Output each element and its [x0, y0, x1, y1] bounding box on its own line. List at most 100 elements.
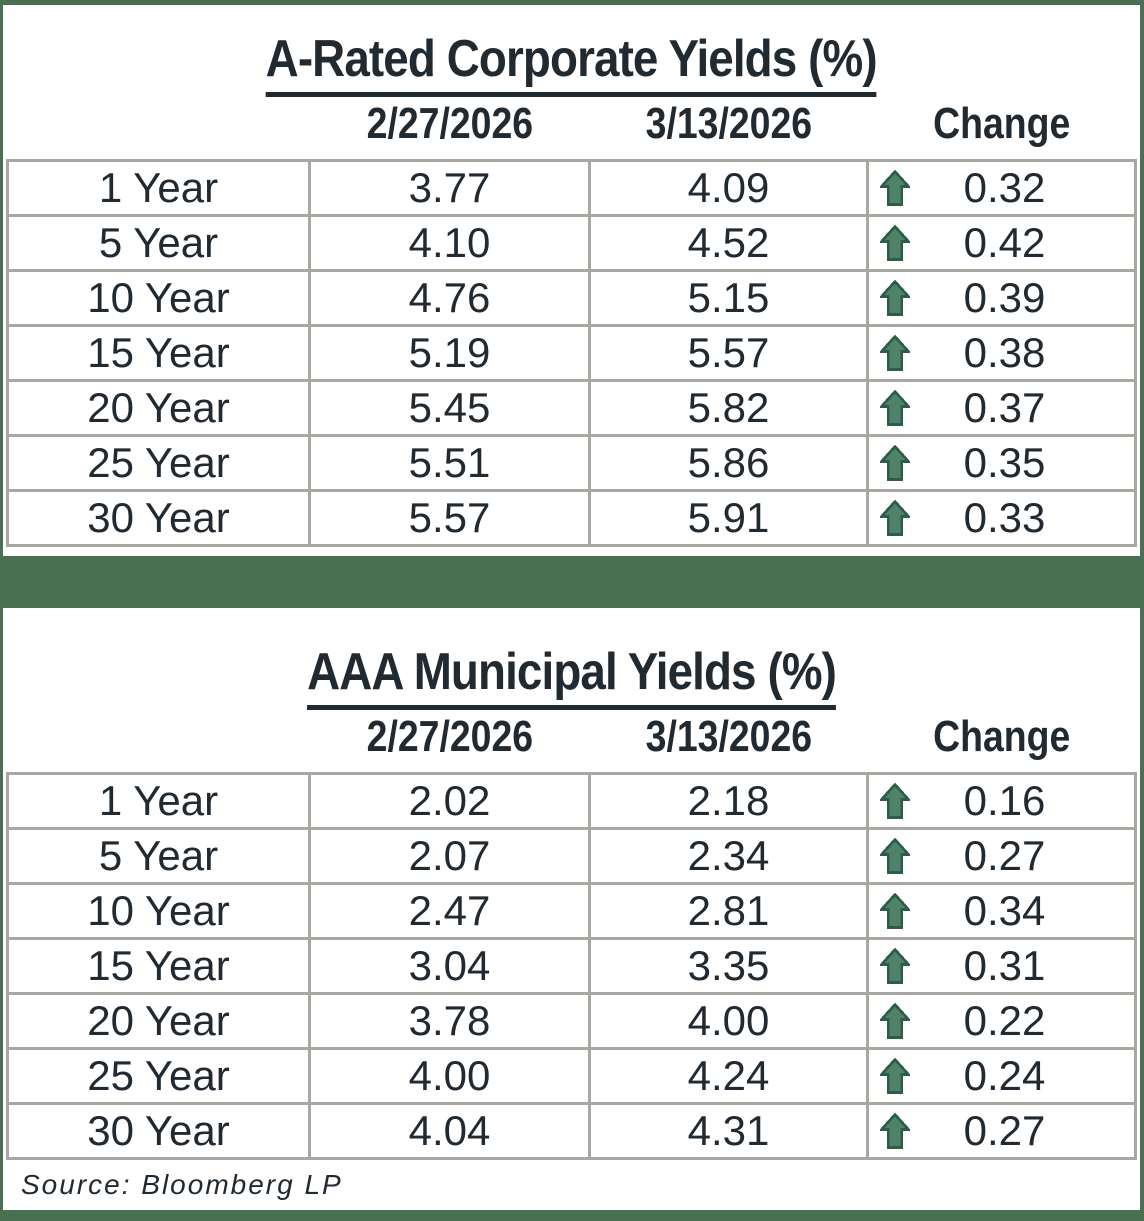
up-arrow-icon: [879, 223, 911, 263]
yield-prior: 4.76: [308, 269, 591, 327]
maturity-label: 10 Year: [6, 882, 311, 940]
change-cell: 0.39: [866, 269, 1137, 327]
yield-current: 5.15: [588, 269, 869, 327]
yield-current: 3.35: [588, 937, 869, 995]
yield-prior: 3.77: [308, 159, 591, 217]
yield-current: 2.81: [588, 882, 869, 940]
maturity-label: 25 Year: [6, 1047, 311, 1105]
maturity-column-spacer: [8, 714, 310, 760]
maturity-label: 30 Year: [6, 489, 311, 547]
up-arrow-icon: [879, 781, 911, 821]
change-cell: 0.22: [866, 992, 1137, 1050]
maturity-label: 15 Year: [6, 937, 311, 995]
maturity-column-spacer: [8, 101, 310, 147]
corporate-yields-table: 1 Year 3.77 4.09 0.32 5 Year 4.10 4.52 0…: [6, 159, 1137, 547]
maturity-label: 1 Year: [6, 159, 311, 217]
change-value: 0.27: [963, 832, 1046, 879]
yield-prior: 2.47: [308, 882, 591, 940]
table-row: 1 Year 3.77 4.09 0.32: [6, 159, 1137, 217]
up-arrow-icon: [879, 836, 911, 876]
column-header-change: Change: [932, 712, 1071, 761]
corporate-title-block: A-Rated Corporate Yields (%): [3, 5, 1140, 97]
municipal-header-row: 2/27/2026 3/13/2026 Change: [8, 710, 1136, 760]
up-arrow-icon: [879, 333, 911, 373]
yield-current: 4.52: [588, 214, 869, 272]
change-value: 0.42: [963, 219, 1046, 266]
change-value: 0.32: [963, 164, 1046, 211]
source-note: Source: Bloomberg LP: [21, 1169, 343, 1200]
change-value: 0.27: [963, 1107, 1046, 1154]
column-header-current-date: 3/13/2026: [645, 712, 812, 761]
yield-current: 5.86: [588, 434, 869, 492]
change-cell: 0.42: [866, 214, 1137, 272]
corporate-header-row: 2/27/2026 3/13/2026 Change: [8, 97, 1136, 147]
change-cell: 0.35: [866, 434, 1137, 492]
maturity-label: 30 Year: [6, 1102, 311, 1160]
column-header-prior-date: 2/27/2026: [366, 712, 533, 761]
change-value: 0.33: [963, 494, 1046, 541]
up-arrow-icon: [879, 946, 911, 986]
table-row: 1 Year 2.02 2.18 0.16: [6, 772, 1137, 830]
maturity-label: 5 Year: [6, 214, 311, 272]
yield-prior: 5.57: [308, 489, 591, 547]
corporate-table-title: A-Rated Corporate Yields (%): [265, 29, 878, 97]
column-header-change: Change: [932, 99, 1071, 148]
yield-prior: 2.02: [308, 772, 591, 830]
up-arrow-icon: [879, 278, 911, 318]
up-arrow-icon: [879, 1111, 911, 1151]
change-cell: 0.33: [866, 489, 1137, 547]
yield-current: 2.34: [588, 827, 869, 885]
up-arrow-icon: [879, 443, 911, 483]
yield-prior: 5.51: [308, 434, 591, 492]
up-arrow-icon: [879, 388, 911, 428]
yield-prior: 5.19: [308, 324, 591, 382]
yield-prior: 3.78: [308, 992, 591, 1050]
up-arrow-icon: [879, 168, 911, 208]
yield-prior: 4.00: [308, 1047, 591, 1105]
table-row: 5 Year 4.10 4.52 0.42: [6, 214, 1137, 272]
change-cell: 0.24: [866, 1047, 1137, 1105]
change-value: 0.22: [963, 997, 1046, 1044]
maturity-label: 5 Year: [6, 827, 311, 885]
table-row: 20 Year 3.78 4.00 0.22: [6, 992, 1137, 1050]
up-arrow-icon: [879, 1056, 911, 1096]
yield-current: 4.24: [588, 1047, 869, 1105]
up-arrow-icon: [879, 498, 911, 538]
table-row: 10 Year 2.47 2.81 0.34: [6, 882, 1137, 940]
table-row: 15 Year 5.19 5.57 0.38: [6, 324, 1137, 382]
change-value: 0.37: [963, 384, 1046, 431]
change-cell: 0.34: [866, 882, 1137, 940]
maturity-label: 10 Year: [6, 269, 311, 327]
change-value: 0.16: [963, 777, 1046, 824]
column-header-current-date: 3/13/2026: [645, 99, 812, 148]
table-row: 25 Year 5.51 5.86 0.35: [6, 434, 1137, 492]
change-value: 0.31: [963, 942, 1046, 989]
change-cell: 0.31: [866, 937, 1137, 995]
yield-prior: 4.04: [308, 1102, 591, 1160]
municipal-title-block: AAA Municipal Yields (%): [3, 608, 1140, 710]
table-row: 20 Year 5.45 5.82 0.37: [6, 379, 1137, 437]
change-cell: 0.37: [866, 379, 1137, 437]
maturity-label: 20 Year: [6, 992, 311, 1050]
change-cell: 0.27: [866, 827, 1137, 885]
table-row: 15 Year 3.04 3.35 0.31: [6, 937, 1137, 995]
up-arrow-icon: [879, 891, 911, 931]
maturity-label: 15 Year: [6, 324, 311, 382]
yield-prior: 2.07: [308, 827, 591, 885]
change-cell: 0.27: [866, 1102, 1137, 1160]
change-value: 0.35: [963, 439, 1046, 486]
table-row: 30 Year 4.04 4.31 0.27: [6, 1102, 1137, 1160]
municipal-yields-panel: AAA Municipal Yields (%) 2/27/2026 3/13/…: [3, 608, 1140, 1210]
change-value: 0.38: [963, 329, 1046, 376]
yield-prior: 4.10: [308, 214, 591, 272]
table-row: 5 Year 2.07 2.34 0.27: [6, 827, 1137, 885]
maturity-label: 25 Year: [6, 434, 311, 492]
yield-prior: 5.45: [308, 379, 591, 437]
maturity-label: 1 Year: [6, 772, 311, 830]
table-row: 25 Year 4.00 4.24 0.24: [6, 1047, 1137, 1105]
yield-current: 2.18: [588, 772, 869, 830]
change-value: 0.39: [963, 274, 1046, 321]
change-cell: 0.38: [866, 324, 1137, 382]
change-value: 0.24: [963, 1052, 1046, 1099]
